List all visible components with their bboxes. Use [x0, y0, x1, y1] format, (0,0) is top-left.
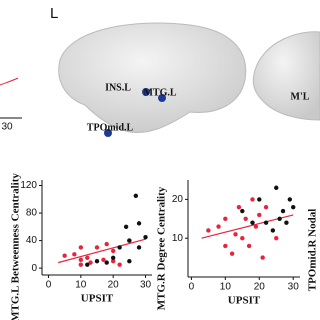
point	[263, 220, 269, 225]
x-tick-label: 10	[220, 282, 232, 293]
point	[263, 204, 269, 210]
x-tick-label: 10	[75, 280, 87, 291]
x-tick-label: 20	[108, 280, 120, 291]
point	[240, 208, 245, 214]
point	[250, 220, 255, 225]
panel-label: L	[50, 5, 58, 22]
x-tick-label: 0	[189, 282, 195, 293]
point	[78, 257, 84, 263]
point	[291, 204, 296, 210]
y-tick-label: 40	[26, 235, 38, 246]
point	[216, 224, 221, 229]
point	[127, 238, 132, 243]
node	[104, 129, 112, 137]
point	[123, 224, 129, 230]
point	[233, 232, 238, 237]
point	[260, 255, 265, 260]
point	[143, 234, 148, 240]
node-label: TPOmid.L	[87, 122, 134, 133]
point	[250, 197, 255, 202]
brain-right	[252, 31, 320, 121]
point	[94, 245, 100, 250]
node	[158, 94, 166, 102]
x-tick-label: 0	[46, 280, 52, 291]
point	[78, 245, 84, 250]
y-tick-label: 120	[20, 180, 37, 191]
point	[110, 259, 116, 264]
y-axis-label: MTG.L Betweenness Centrality	[10, 173, 22, 320]
point	[104, 260, 109, 265]
node-label: MTG.L	[143, 87, 176, 98]
point	[88, 260, 93, 265]
x-tick-label: 30	[288, 282, 300, 293]
point	[287, 197, 293, 202]
point	[117, 262, 122, 267]
point	[257, 212, 262, 218]
point	[280, 208, 286, 214]
point	[85, 255, 90, 260]
left-fragment-tick: 30	[1, 122, 13, 133]
point	[277, 216, 282, 221]
y-tick-label: 80	[26, 208, 38, 219]
point	[246, 243, 252, 249]
point	[243, 216, 248, 221]
point	[72, 252, 77, 257]
y-tick-label: 10	[172, 233, 184, 244]
brain-left	[58, 22, 247, 134]
point	[62, 253, 67, 258]
point	[284, 220, 289, 225]
y-tick-label: 20	[172, 194, 184, 205]
point	[274, 236, 279, 241]
left-fragment-line	[0, 77, 19, 86]
point	[127, 259, 132, 264]
point	[223, 216, 228, 221]
right-fragment-label: TPOmid.R Nodal	[307, 209, 319, 292]
point	[257, 197, 262, 202]
point	[240, 236, 245, 241]
point	[223, 243, 228, 249]
point	[274, 185, 279, 190]
x-tick-label: 30	[140, 280, 152, 291]
point	[101, 257, 106, 263]
y-axis-label: MTG.R Degree Centrality	[156, 186, 168, 310]
point	[104, 241, 109, 247]
point	[236, 204, 242, 210]
x-tick-label: 20	[254, 282, 266, 293]
point	[85, 262, 90, 267]
point	[270, 228, 276, 233]
point	[133, 193, 139, 199]
node-label: M'L	[291, 91, 310, 102]
point	[229, 251, 235, 256]
fit-line	[58, 238, 146, 264]
point	[206, 228, 211, 233]
point	[117, 245, 122, 250]
point	[253, 224, 259, 229]
x-axis-label: UPSIT	[81, 293, 114, 305]
point	[110, 248, 116, 254]
x-axis-label: UPSIT	[228, 295, 261, 307]
point	[94, 259, 100, 264]
node-label: INS.L	[105, 82, 131, 93]
node	[142, 88, 150, 96]
y-tick-label: 0	[31, 263, 37, 274]
point	[136, 221, 142, 226]
point	[110, 255, 116, 260]
point	[78, 262, 84, 267]
point	[136, 245, 142, 250]
